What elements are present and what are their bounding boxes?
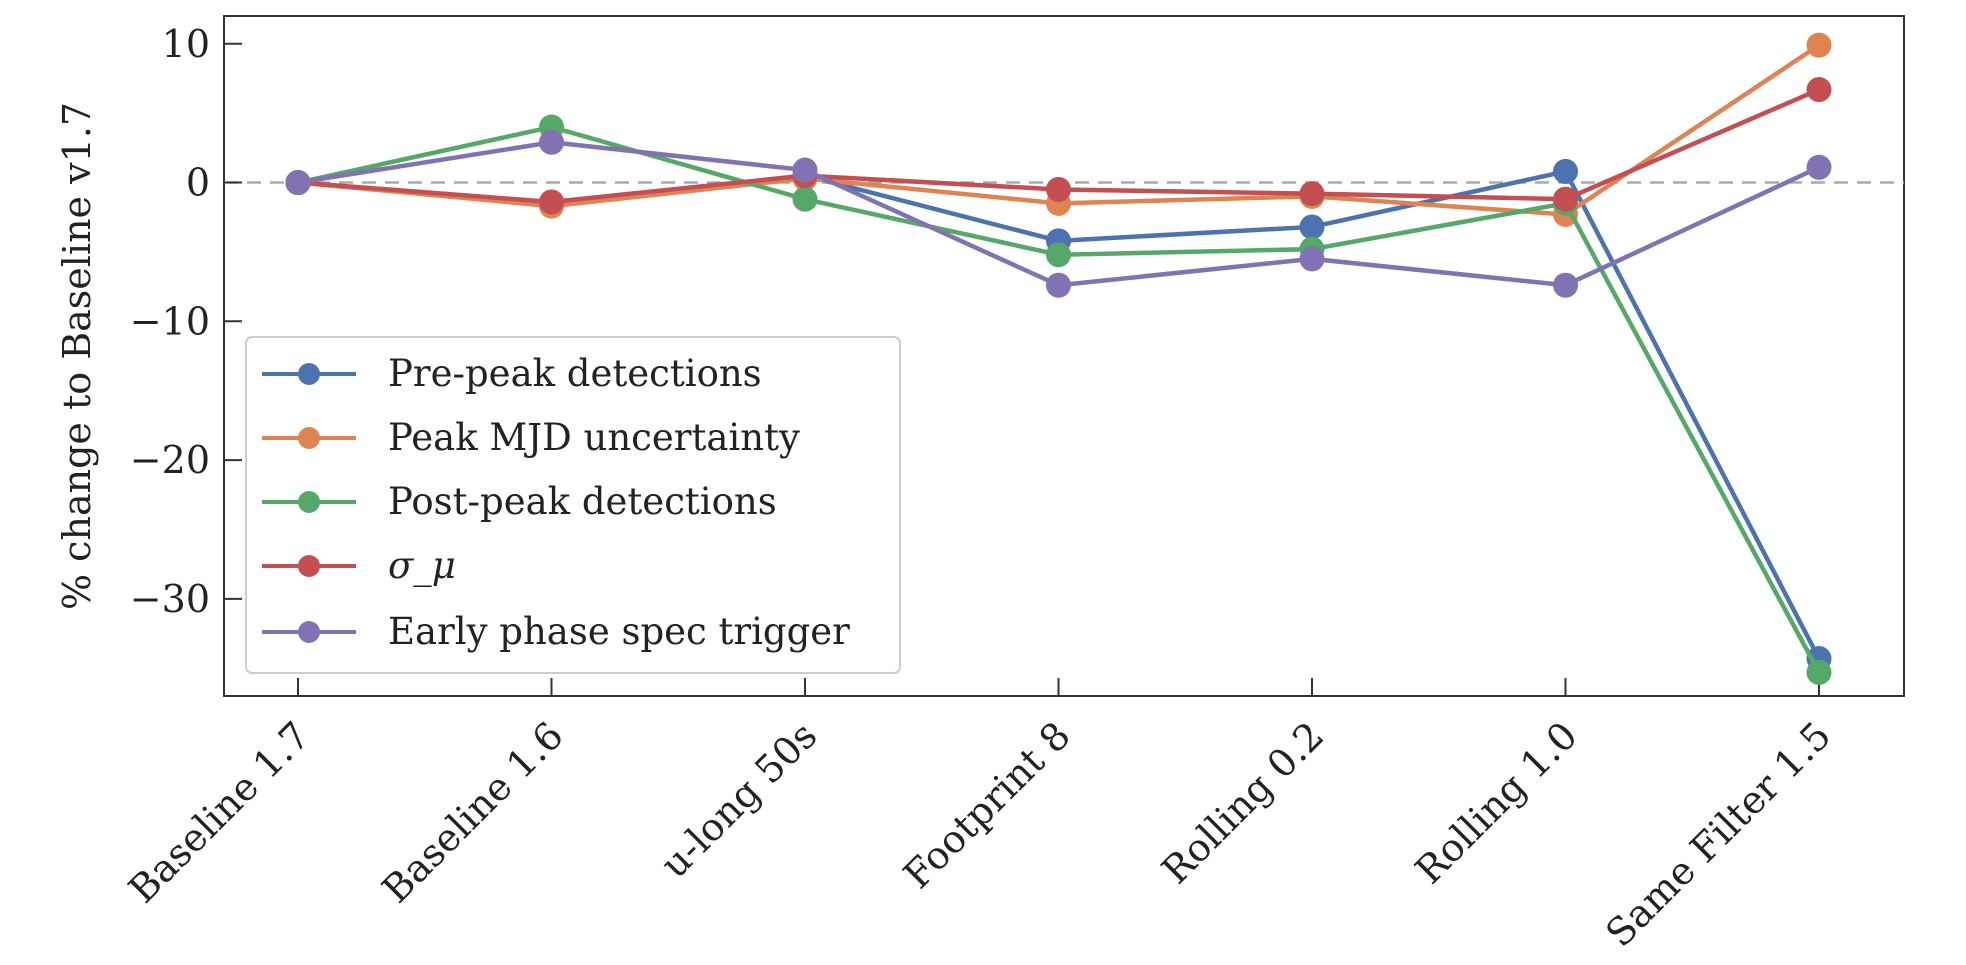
x-axis: Baseline 1.7 Baseline 1.6 u-long 50s Footpr… bbox=[120, 678, 1839, 955]
data-point bbox=[1299, 214, 1325, 240]
legend-marker-pre-peak bbox=[298, 363, 320, 385]
legend-entry-sigma-mu: σ_μ bbox=[262, 544, 456, 588]
data-point bbox=[1046, 272, 1071, 298]
data-point bbox=[1553, 186, 1578, 212]
x-tick-label: Rolling 0.2 bbox=[1153, 713, 1332, 892]
y-tick-label: −10 bbox=[130, 299, 210, 343]
data-point bbox=[1046, 176, 1071, 202]
legend-entry-pre-peak: Pre-peak detections bbox=[262, 352, 762, 395]
x-tick-label: Same Filter 1.5 bbox=[1597, 713, 1839, 955]
data-point bbox=[539, 129, 564, 155]
data-point bbox=[1299, 181, 1325, 207]
y-tick-label: −30 bbox=[130, 577, 210, 621]
legend-marker-peak-mjd bbox=[298, 427, 320, 449]
legend: Pre-peak detections Peak MJD uncertainty… bbox=[245, 336, 901, 674]
legend-label-post-peak: Post-peak detections bbox=[388, 480, 777, 523]
data-point bbox=[792, 186, 818, 212]
series-layer bbox=[285, 32, 1832, 685]
x-tick-label: u-long 50s bbox=[652, 713, 825, 886]
y-axis: 10 0 −10 −20 −30 bbox=[130, 22, 242, 621]
y-tick-label: −20 bbox=[130, 438, 210, 482]
y-axis-title: % change to Baseline v1.7 bbox=[55, 102, 99, 610]
legend-entry-early-phase: Early phase spec trigger bbox=[262, 610, 850, 653]
data-point bbox=[539, 189, 564, 215]
legend-label-pre-peak: Pre-peak detections bbox=[388, 352, 762, 395]
data-point bbox=[1806, 154, 1832, 180]
data-point bbox=[792, 157, 818, 183]
data-point bbox=[1299, 246, 1325, 272]
data-point bbox=[1553, 158, 1578, 184]
x-tick-label: Baseline 1.7 bbox=[120, 713, 318, 911]
legend-label-sigma-mu: σ_μ bbox=[388, 544, 456, 588]
data-point bbox=[285, 170, 311, 196]
legend-marker-sigma-mu bbox=[298, 555, 320, 577]
x-tick-label: Footprint 8 bbox=[895, 713, 1079, 897]
legend-label-early-phase: Early phase spec trigger bbox=[388, 610, 850, 653]
legend-marker-early-phase bbox=[298, 621, 320, 643]
legend-entry-post-peak: Post-peak detections bbox=[262, 480, 777, 523]
x-tick-label: Baseline 1.6 bbox=[374, 713, 572, 911]
plot-frame bbox=[223, 15, 1905, 697]
data-point bbox=[1806, 32, 1832, 58]
data-point bbox=[1806, 659, 1832, 685]
legend-label-peak-mjd: Peak MJD uncertainty bbox=[388, 416, 800, 459]
y-tick-label: 0 bbox=[186, 161, 210, 205]
data-point bbox=[1806, 77, 1832, 103]
x-tick-label: Rolling 1.0 bbox=[1407, 713, 1586, 892]
data-point bbox=[1553, 272, 1578, 298]
series-3 bbox=[285, 77, 1832, 215]
data-point bbox=[1046, 242, 1071, 268]
legend-box bbox=[245, 336, 901, 674]
legend-marker-post-peak bbox=[298, 491, 320, 513]
legend-entry-peak-mjd: Peak MJD uncertainty bbox=[262, 416, 800, 459]
series-4 bbox=[285, 129, 1832, 298]
y-tick-label: 10 bbox=[162, 22, 210, 66]
